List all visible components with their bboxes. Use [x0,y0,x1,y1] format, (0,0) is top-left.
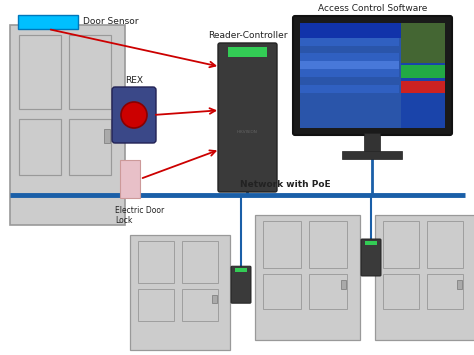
Bar [120,160,140,198]
Bar [212,295,217,303]
FancyBboxPatch shape [112,87,156,143]
Bar [309,274,347,309]
Bar [300,77,399,85]
Bar [309,221,347,268]
Bar [264,221,301,268]
Bar [228,47,267,57]
Text: Access Control Software: Access Control Software [318,4,427,13]
Text: HIKVISION: HIKVISION [237,130,258,134]
Bar [401,23,445,63]
FancyBboxPatch shape [231,266,251,303]
Bar [300,69,399,77]
Text: Reader-Controller: Reader-Controller [208,31,287,40]
Bar [383,274,419,309]
Bar [365,241,377,245]
Bar [264,274,301,309]
Bar [383,221,419,268]
Bar [69,119,111,175]
Bar [365,133,381,151]
Bar [300,85,399,93]
Bar [182,241,218,283]
Bar [138,289,174,321]
Bar [69,35,111,109]
Bar [300,38,399,45]
Bar [300,23,445,38]
Bar [104,129,110,143]
Bar [375,215,474,340]
Bar [401,81,445,93]
Bar [300,54,399,61]
Bar [427,274,463,309]
Text: REX: REX [125,76,143,85]
Bar [300,61,399,69]
Bar [401,65,445,78]
Bar [255,215,360,340]
Bar [300,93,399,101]
Bar [19,35,61,109]
FancyBboxPatch shape [293,16,452,135]
Bar [427,221,463,268]
Circle shape [121,102,147,128]
Bar [343,151,402,159]
Bar [401,23,445,128]
Bar [130,235,230,350]
Bar [235,268,247,272]
FancyBboxPatch shape [218,43,277,192]
Bar [457,280,462,289]
Bar [138,241,174,283]
Bar [300,45,399,54]
Bar [300,23,445,128]
Text: Network with PoE: Network with PoE [240,180,330,189]
Bar [10,25,125,225]
Text: Door Sensor: Door Sensor [83,17,138,27]
Bar [19,119,61,175]
Bar [182,289,218,321]
Text: Electric Door
Lock: Electric Door Lock [115,206,164,225]
Bar [18,15,78,29]
Bar [341,280,346,289]
FancyBboxPatch shape [361,239,381,276]
